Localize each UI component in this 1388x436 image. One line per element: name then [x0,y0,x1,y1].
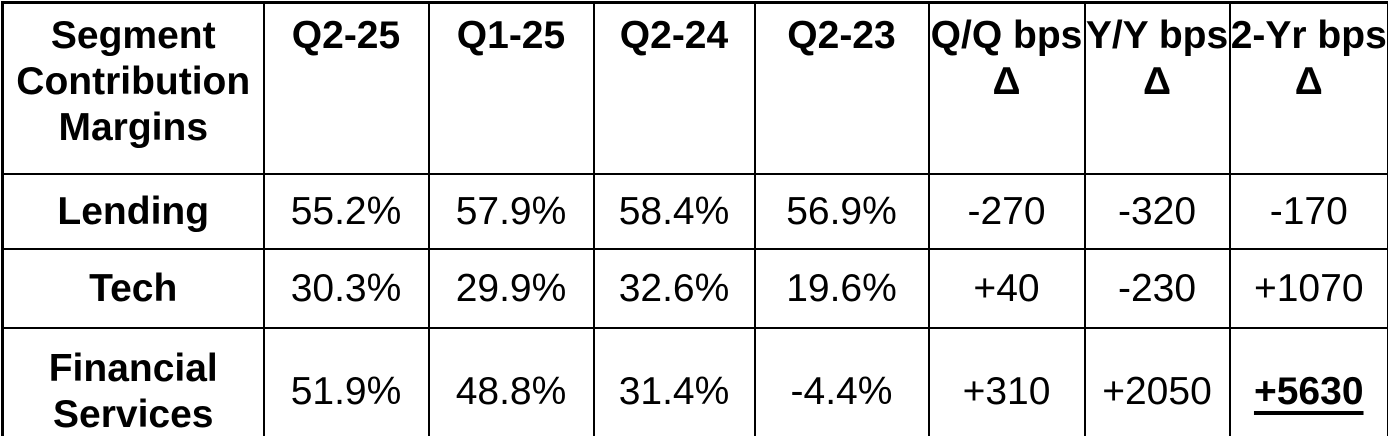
table-row-financial-services: Financial Services 51.9% 48.8% 31.4% -4.… [1,327,1388,436]
cell-tech-yy-bps: -230 [1083,248,1231,329]
cell-financial-q2-25: 51.9% [262,327,430,436]
cell-tech-q2-23: 19.6% [753,248,930,329]
cell-financial-q1-25: 48.8% [427,327,595,436]
table-row-lending: Lending 55.2% 57.9% 58.4% 56.9% -270 -32… [1,173,1388,250]
header-cell-q2-25: Q2-25 [262,1,430,175]
cell-tech-q1-25: 29.9% [427,248,595,329]
header-cell-qq-bps-delta: Q/Q bps Δ [927,1,1086,175]
cell-lending-q2-24: 58.4% [592,173,756,250]
cell-tech-2yr-bps: +1070 [1228,248,1388,329]
header-cell-segment-contribution-margins: Segment Contribution Margins [1,1,265,175]
cell-tech-q2-25: 30.3% [262,248,430,329]
cell-lending-q2-23: 56.9% [753,173,930,250]
header-cell-q2-23: Q2-23 [753,1,930,175]
cell-lending-qq-bps: -270 [927,173,1086,250]
cell-lending-q1-25: 57.9% [427,173,595,250]
cell-tech-qq-bps: +40 [927,248,1086,329]
cell-financial-q2-23: -4.4% [753,327,930,436]
row-label-tech: Tech [1,248,265,329]
cell-financial-qq-bps: +310 [927,327,1086,436]
header-cell-q2-24: Q2-24 [592,1,756,175]
header-cell-2yr-bps-delta: 2-Yr bps Δ [1228,1,1388,175]
header-row: Segment Contribution Margins Q2-25 Q1-25… [1,1,1388,175]
cell-tech-q2-24: 32.6% [592,248,756,329]
row-label-financial-services: Financial Services [1,327,265,436]
cell-financial-2yr-bps-emphasized: +5630 [1228,327,1388,436]
cell-lending-q2-25: 55.2% [262,173,430,250]
cell-lending-2yr-bps: -170 [1228,173,1388,250]
cell-financial-q2-24: 31.4% [592,327,756,436]
cell-financial-yy-bps: +2050 [1083,327,1231,436]
table-row-tech: Tech 30.3% 29.9% 32.6% 19.6% +40 -230 +1… [1,248,1388,329]
header-cell-yy-bps-delta: Y/Y bps Δ [1083,1,1231,175]
row-label-lending: Lending [1,173,265,250]
header-cell-q1-25: Q1-25 [427,1,595,175]
cell-lending-yy-bps: -320 [1083,173,1231,250]
